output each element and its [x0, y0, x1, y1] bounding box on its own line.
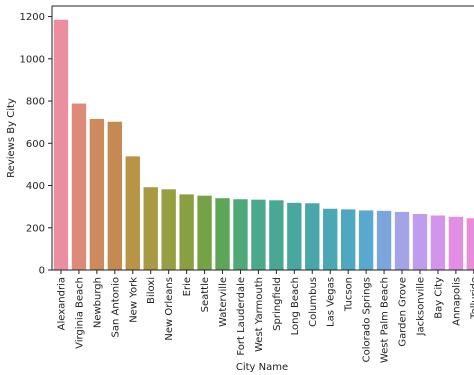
bar-tucson — [341, 209, 356, 270]
bar-colorado-springs — [358, 210, 374, 270]
y-tick-label: 400 — [26, 181, 45, 192]
bar-biloxi — [143, 187, 158, 270]
y-tick-label: 600 — [26, 139, 45, 150]
bar-fort-lauderdale — [233, 199, 248, 270]
y-tick-label: 200 — [26, 223, 45, 234]
x-tick-label: Las Vegas — [326, 277, 337, 327]
x-tick-label: Waterville — [218, 277, 229, 327]
bars-group — [53, 19, 474, 271]
bar-new-orleans — [161, 189, 176, 270]
bar-telluride — [466, 218, 474, 270]
x-tick-label: Colorado Springs — [362, 277, 373, 362]
x-tick-label: West Palm Beach — [380, 277, 391, 363]
x-tick-label: Jacksonville — [415, 277, 426, 336]
x-tick-label: Long Beach — [290, 277, 301, 335]
y-tick-label: 1000 — [20, 54, 45, 65]
y-tick-label: 800 — [26, 97, 45, 108]
x-tick-label: Garden Grove — [398, 277, 409, 347]
x-tick-label: Tucson — [344, 277, 355, 312]
bar-newburgh — [89, 118, 105, 271]
x-axis-title: City Name — [236, 362, 288, 373]
x-tick-label: New York — [128, 277, 139, 323]
x-tick-label: Annapolis — [451, 277, 462, 326]
x-tick-label: Bay City — [433, 277, 444, 319]
bar-west-yarmouth — [251, 199, 266, 270]
x-tick-label: Seattle — [200, 277, 211, 312]
y-axis-title: Reviews By City — [6, 98, 17, 178]
x-tick-label: Virginia Beach — [74, 277, 85, 349]
bar-springfield — [269, 200, 284, 270]
y-axis-ticks: 0 200 400 600 800 1000 1200 — [20, 12, 52, 277]
bar-san-antonio — [107, 121, 122, 271]
x-tick-label: Fort Lauderdale — [236, 277, 247, 356]
x-tick-label: Columbus — [308, 277, 319, 327]
bar-waterville — [215, 198, 230, 270]
bar-erie — [179, 194, 194, 270]
bar-long-beach — [287, 202, 302, 270]
x-tick-label: Telluride — [469, 277, 474, 320]
bar-west-palm-beach — [376, 210, 392, 270]
x-tick-label: New Orleans — [164, 277, 175, 341]
bar-garden-grove — [394, 211, 410, 270]
x-axis-ticks: Alexandria Virginia Beach Newburgh San Anto… — [56, 270, 474, 363]
y-tick-label: 0 — [39, 266, 45, 277]
bar-annapolis — [448, 216, 464, 270]
bar-las-vegas — [323, 208, 338, 270]
bar-new-york — [125, 156, 140, 270]
x-tick-label: Biloxi — [146, 277, 157, 304]
x-tick-label: San Antonio — [110, 277, 121, 337]
y-tick-label: 1200 — [20, 12, 45, 23]
bar-alexandria — [53, 19, 69, 271]
x-tick-label: West Yarmouth — [254, 277, 265, 352]
bar-jacksonville — [412, 214, 428, 270]
bar-virginia-beach — [71, 103, 87, 270]
x-tick-label: Newburgh — [92, 277, 103, 328]
bar-seattle — [197, 195, 212, 270]
bar-bay-city — [430, 215, 446, 270]
x-tick-label: Alexandria — [56, 277, 67, 330]
x-tick-label: Erie — [182, 277, 193, 296]
bar-columbus — [305, 203, 320, 270]
x-tick-label: Springfield — [272, 277, 283, 331]
